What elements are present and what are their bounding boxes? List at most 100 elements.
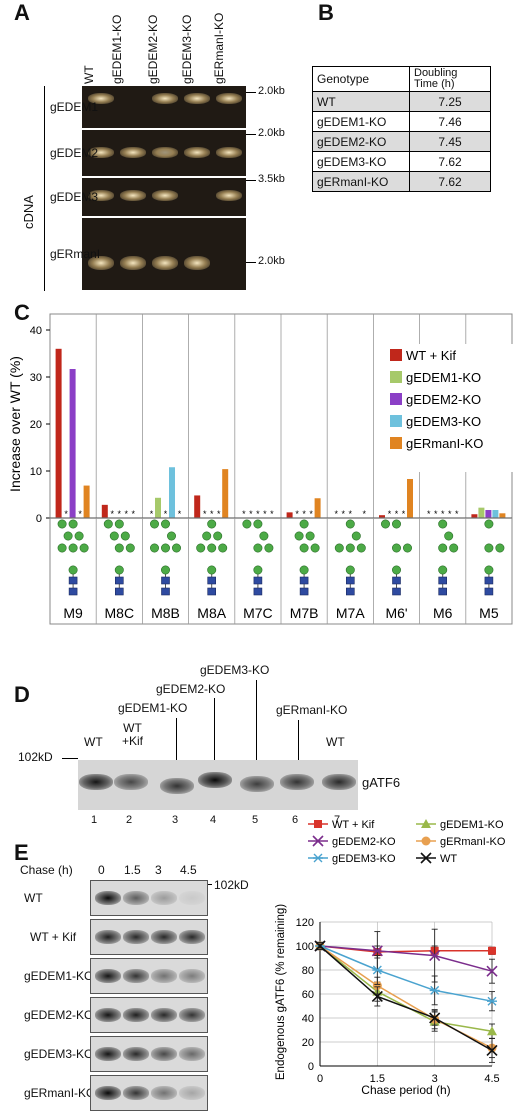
timepoint-label: 1.5 xyxy=(124,863,141,877)
significance-star: * xyxy=(118,509,122,519)
marker-tick xyxy=(246,262,256,263)
marker-gERmanI: 2.0kb xyxy=(258,255,285,267)
category-label: M9 xyxy=(63,605,83,621)
panel-e-label: E xyxy=(14,840,29,865)
blot-band xyxy=(179,1047,205,1061)
data-point xyxy=(429,985,440,995)
data-point xyxy=(429,1012,441,1024)
data-point xyxy=(488,946,496,955)
timepoint-label: 3 xyxy=(155,863,162,877)
leader-line xyxy=(298,720,299,760)
glycan-structure-icon xyxy=(57,519,89,596)
blot-band xyxy=(123,1047,149,1061)
significance-star: * xyxy=(164,509,168,519)
significance-star: * xyxy=(203,509,207,519)
genotype-cell: gEDEM1-KO xyxy=(312,111,410,132)
cdna-bracket xyxy=(44,86,45,291)
gel-band xyxy=(152,93,178,105)
category-label: M6' xyxy=(385,605,407,621)
gel-band xyxy=(184,255,210,270)
y-tick-label: 120 xyxy=(296,917,314,929)
table-header-genotype: Genotype xyxy=(312,66,410,92)
gel-band xyxy=(88,93,114,105)
legend-entry: gERmanI-KO xyxy=(406,436,483,451)
significance-star: * xyxy=(270,509,274,519)
data-point xyxy=(487,1026,497,1036)
bar xyxy=(492,510,499,518)
glycan-structure-icon xyxy=(294,519,320,596)
significance-star: * xyxy=(427,509,431,519)
legend-entry: gEDEM1-KO xyxy=(440,819,504,831)
legend-swatch xyxy=(390,349,402,361)
y-tick-label: 40 xyxy=(302,1013,314,1025)
chase-blot xyxy=(90,880,208,916)
blot-band xyxy=(179,891,205,905)
category-label: M7C xyxy=(243,605,273,621)
bar xyxy=(169,467,175,518)
genotype-cell: gEDEM2-KO xyxy=(312,131,410,152)
glycan-structure-icon xyxy=(242,519,274,596)
lane-label-4: gEDEM3-KO xyxy=(180,14,194,84)
significance-star: * xyxy=(441,509,445,519)
blot-band xyxy=(280,774,314,790)
chase-blot xyxy=(90,919,208,955)
panel-b-label: B xyxy=(318,0,334,25)
legend-entry: gEDEM3-KO xyxy=(332,853,396,865)
chase-blot xyxy=(90,997,208,1033)
gel-gEDEM3 xyxy=(82,178,246,216)
gel-band xyxy=(88,255,114,270)
legend: WT + Kif gEDEM1-KO gEDEM2-KO gEDEM3-KO gERma… xyxy=(386,344,514,472)
bar xyxy=(155,497,161,518)
bar xyxy=(478,507,485,518)
y-tick-label: 0 xyxy=(36,513,42,525)
legend-entry: gEDEM3-KO xyxy=(406,414,481,429)
y-tick-label: 0 xyxy=(308,1061,314,1073)
significance-star: * xyxy=(111,509,115,519)
lane-label-5: gEDEM3-KO xyxy=(200,663,270,677)
y-tick-label: 80 xyxy=(302,965,314,977)
blot-band xyxy=(95,1047,121,1061)
genotype-cell: WT xyxy=(312,91,410,112)
blot-band xyxy=(114,774,148,790)
bar xyxy=(101,504,108,518)
blot-band xyxy=(151,1008,177,1022)
series-line xyxy=(319,945,492,953)
doubling-time-cell: 7.25 xyxy=(409,91,491,112)
legend: WT + Kif gEDEM1-KO gEDEM2-KO gERmanI-KO gEDE… xyxy=(308,819,506,865)
series-line xyxy=(319,945,493,1032)
legend-bg xyxy=(386,344,514,472)
data-point xyxy=(429,950,441,962)
gel-band xyxy=(216,189,242,201)
lane-number-6: 6 xyxy=(292,814,299,826)
bar xyxy=(485,510,492,518)
bar xyxy=(194,495,201,518)
category-label: M7B xyxy=(290,605,319,621)
legend-entry: WT + Kif xyxy=(332,819,375,831)
blot-band xyxy=(179,1008,205,1022)
leader-line xyxy=(256,680,257,760)
y-tick-label: 60 xyxy=(302,989,314,1001)
gel-band xyxy=(184,93,210,105)
gel-gEDEM1 xyxy=(82,86,246,128)
lane-label-7: WT xyxy=(326,735,345,749)
legend-entry: gERmanI-KO xyxy=(440,836,506,848)
glycan-structure-icon xyxy=(150,519,182,596)
data-point xyxy=(314,940,326,952)
doubling-time-cell: 7.45 xyxy=(409,131,491,152)
blot-band xyxy=(95,891,121,905)
gel-band xyxy=(120,146,146,158)
legend-marker xyxy=(420,852,432,864)
gel-band xyxy=(120,189,146,201)
significance-star: * xyxy=(150,509,154,519)
table-row: gEDEM1-KO 7.46 xyxy=(312,111,491,132)
marker-gEDEM1: 2.0kb xyxy=(258,85,285,97)
legend-marker xyxy=(421,836,431,846)
leader-line xyxy=(214,698,215,760)
blot-band xyxy=(179,930,205,944)
data-point xyxy=(371,945,383,957)
data-point xyxy=(371,990,383,1002)
blot-band xyxy=(151,891,177,905)
significance-star: * xyxy=(363,509,367,519)
bar xyxy=(471,514,478,518)
significance-star: * xyxy=(295,509,299,519)
